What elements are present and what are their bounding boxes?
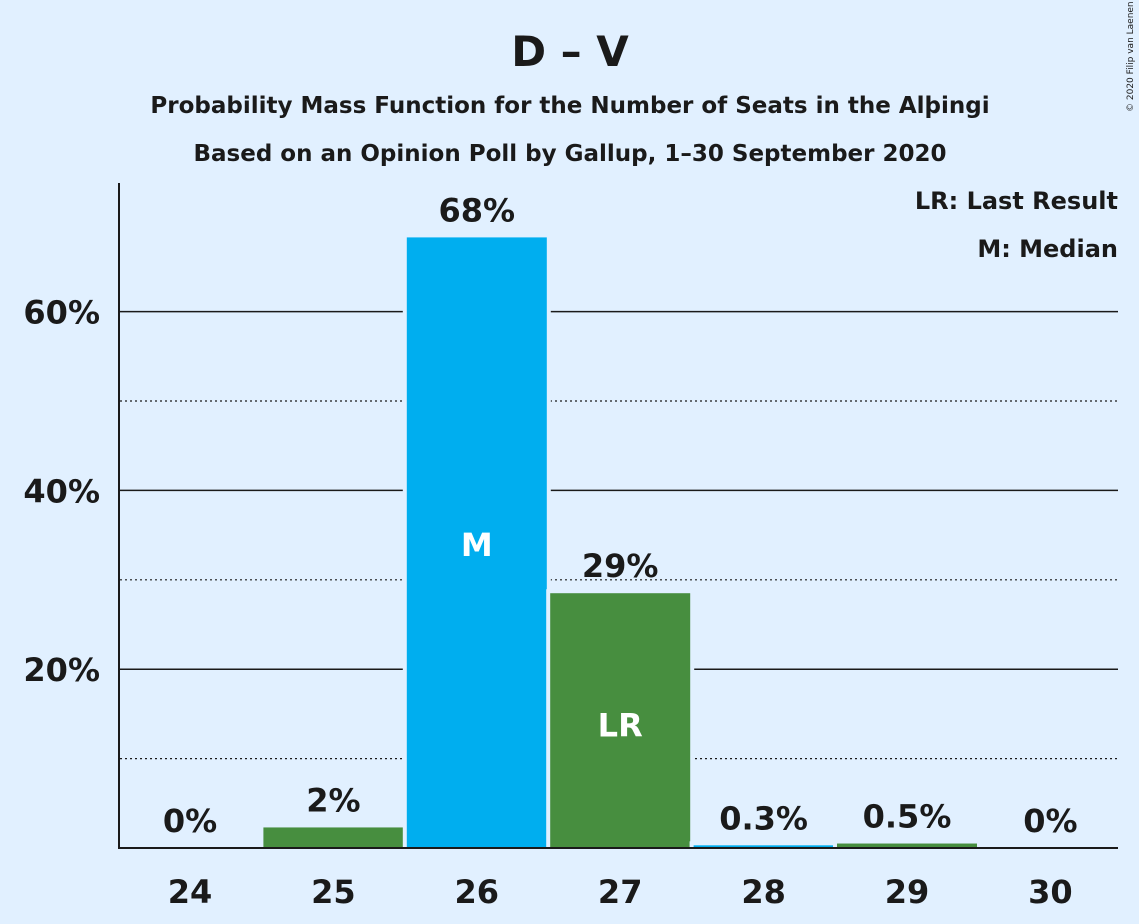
- x-tick-label: 30: [1028, 873, 1073, 911]
- legend-median: M: Median: [977, 235, 1118, 263]
- x-tick-label: 28: [741, 873, 786, 911]
- x-tick-label: 26: [455, 873, 500, 911]
- bar-value-label: 0%: [163, 802, 217, 840]
- bar: [550, 593, 691, 848]
- bar: [693, 845, 834, 848]
- bar-value-label: 0.3%: [719, 799, 808, 837]
- chart-subtitle-line2: Based on an Opinion Poll by Gallup, 1–30…: [193, 141, 946, 167]
- x-tick-label: 24: [168, 873, 213, 911]
- bar-value-label: 2%: [306, 781, 360, 819]
- bar-labels: 0% 24 2% 25 68% M 26 29% LR 27 0.3% 28 0.5% 29 0% 30: [163, 191, 1078, 911]
- legend-last-result: LR: Last Result: [915, 187, 1118, 215]
- x-tick-label: 27: [598, 873, 643, 911]
- bar-gap: [689, 841, 838, 848]
- bar-value-label: 29%: [582, 547, 659, 585]
- axes: [118, 183, 1118, 849]
- bar: [406, 237, 547, 848]
- credit-text: © 2020 Filip van Laenen: [1126, 1, 1136, 112]
- chart-title: D – V: [511, 27, 629, 76]
- bar-value-label: 0%: [1023, 802, 1077, 840]
- bar-value-label: 0.5%: [863, 798, 952, 836]
- bar-value-label: 68%: [439, 191, 516, 229]
- y-tick-label: 60%: [23, 294, 100, 332]
- bar: [837, 843, 977, 848]
- y-tick-label: 40%: [23, 472, 100, 510]
- x-tick-label: 25: [311, 873, 356, 911]
- x-tick-label: 29: [885, 873, 930, 911]
- gridlines: 20% 40% 60%: [23, 294, 1118, 760]
- last-result-marker: LR: [598, 707, 643, 745]
- median-marker: M: [461, 526, 493, 564]
- bar: [263, 827, 404, 848]
- y-tick-label: 20%: [23, 651, 100, 689]
- chart-subtitle-line1: Probability Mass Function for the Number…: [150, 93, 989, 119]
- bars: [259, 233, 981, 848]
